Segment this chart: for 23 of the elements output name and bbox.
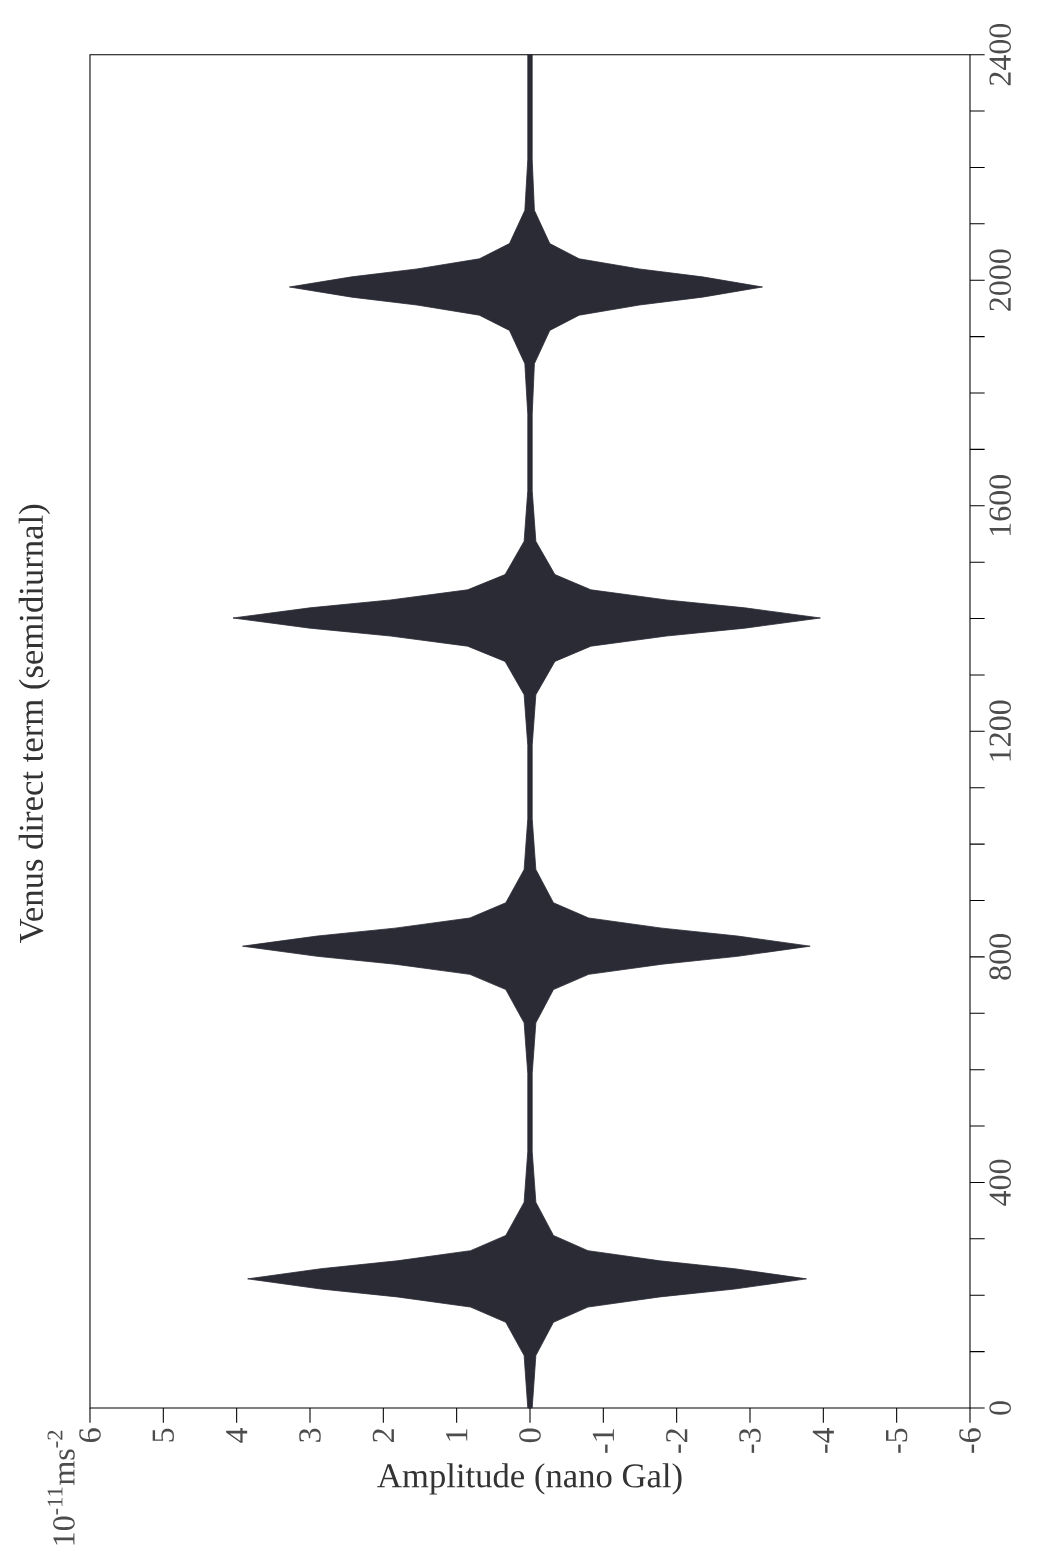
y-tick-label: 0 xyxy=(989,1401,1012,1415)
x-tick-label: -2 xyxy=(666,1429,688,1453)
x-axis-title: Amplitude (nano Gal) xyxy=(377,1463,682,1495)
x-tick-label: 2 xyxy=(372,1429,395,1442)
y-tick-label: 400 xyxy=(989,1159,1012,1206)
x-tick-label: 6 xyxy=(79,1428,101,1442)
y-tick-label: 1200 xyxy=(989,700,1012,761)
y-tick-label: 1600 xyxy=(989,475,1012,535)
y-tick-label: 800 xyxy=(989,934,1012,980)
x-tick-label: 5 xyxy=(152,1428,175,1442)
x-tick-label: -1 xyxy=(592,1429,615,1453)
x-tick-label: -6 xyxy=(959,1428,981,1453)
x-tick-label: -5 xyxy=(886,1428,908,1453)
x-tick-label: 4 xyxy=(226,1427,248,1443)
x-tick-label: -4 xyxy=(812,1427,835,1453)
x-tick-label: 1 xyxy=(446,1429,468,1441)
text: Venus direct term (semidiurnal) xyxy=(18,504,51,943)
y-tick-label: 2400 xyxy=(989,23,1012,86)
x-tick-label: 0 xyxy=(519,1428,541,1443)
text: 10$^{-11}$ms$^{-2}$ xyxy=(47,1430,75,1545)
x-tick-label: 3 xyxy=(299,1428,321,1442)
y-tick-label: 2000 xyxy=(989,249,1012,311)
x-tick-label: -3 xyxy=(739,1428,761,1453)
